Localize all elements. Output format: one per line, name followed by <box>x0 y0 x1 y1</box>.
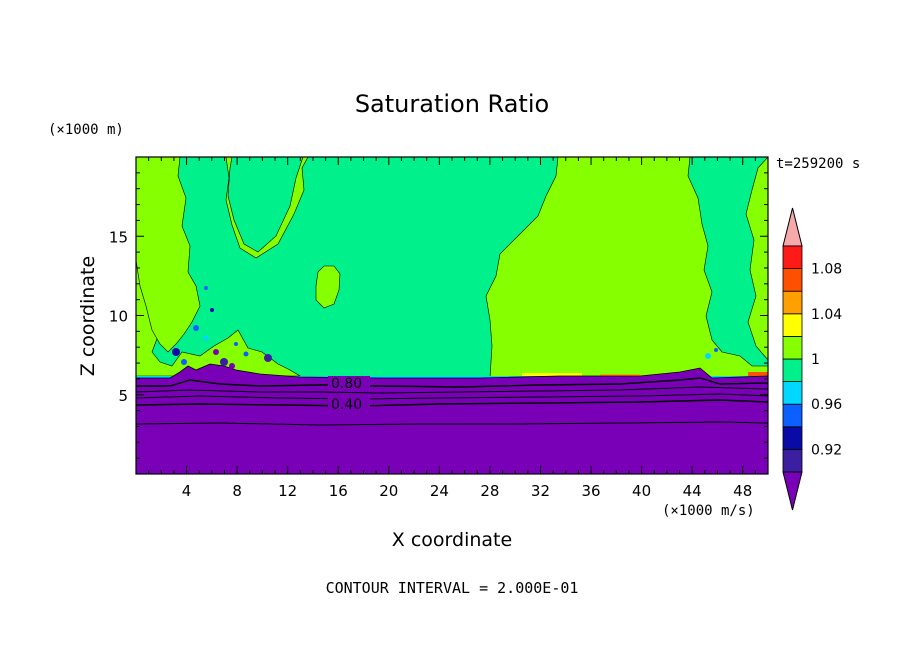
x-tick-label: 12 <box>278 482 297 500</box>
time-label: t=259200 s <box>776 156 860 172</box>
x-tick-label: 28 <box>480 482 499 500</box>
y-unit-label: (×1000 m) <box>48 122 124 138</box>
field-supersat-strip-red <box>748 372 768 376</box>
colorbar-cell <box>782 448 803 473</box>
x-tick-label: 20 <box>379 482 398 500</box>
contour-line-3 <box>136 421 768 426</box>
field-supersaturated-left <box>136 157 309 259</box>
y-axis-ticks: 5 10 15 <box>109 172 768 459</box>
colorbar: 0.92 0.96 1 1.04 1.08 <box>782 207 842 511</box>
y-tick-label: 15 <box>109 228 128 246</box>
contour-labels: 0.80 0.40 <box>328 376 370 413</box>
chart-title: Saturation Ratio <box>355 90 549 118</box>
field-supersat-strip-yellow <box>522 373 582 376</box>
convective-specks <box>172 286 718 369</box>
contour-label-040: 0.40 <box>331 397 362 413</box>
y-tick-label: 5 <box>118 387 128 405</box>
colorbar-label: 0.92 <box>811 442 842 458</box>
colorbar-cell <box>782 313 803 337</box>
colorbar-cell <box>782 268 803 292</box>
x-axis-ticks: 4 8 12 16 20 24 28 32 36 40 44 48 <box>148 157 756 500</box>
x-tick-label: 48 <box>733 482 752 500</box>
contour-line-1 <box>136 377 768 388</box>
contour-line-040 <box>136 399 768 407</box>
colorbar-cell <box>782 426 803 450</box>
x-tick-label: 16 <box>329 482 348 500</box>
field-supersaturated-right-edge <box>745 157 768 361</box>
colorbar-label: 0.96 <box>811 397 842 413</box>
contour-lines <box>136 377 768 426</box>
x-unit-label: (×1000 m/s) <box>662 503 755 519</box>
colorbar-cell <box>782 245 803 270</box>
x-tick-label: 32 <box>531 482 550 500</box>
x-tick-label: 40 <box>632 482 651 500</box>
colorbar-cell <box>782 358 803 383</box>
colorbar-cell <box>782 290 803 315</box>
x-tick-label: 8 <box>232 482 242 500</box>
field-cyan-edge <box>136 376 768 379</box>
y-tick-label: 10 <box>109 308 128 326</box>
contour-line-2 <box>136 393 768 400</box>
colorbar-cell <box>782 471 803 511</box>
field-supersaturated-left-edge <box>136 157 201 353</box>
x-tick-label: 44 <box>683 482 702 500</box>
field-supersaturated-right <box>485 157 768 379</box>
contour-label-080: 0.80 <box>331 376 362 392</box>
colorbar-label: 1.08 <box>811 262 842 278</box>
field-blob <box>315 265 341 309</box>
x-tick-label: 24 <box>430 482 449 500</box>
plot-area <box>136 157 768 474</box>
y-axis-label: Z coordinate <box>77 256 99 376</box>
contour-interval-footer: CONTOUR INTERVAL = 2.000E-01 <box>326 579 579 597</box>
field-supersat-strip-orange <box>600 374 640 377</box>
colorbar-label: 1.04 <box>811 307 842 323</box>
x-axis-label: X coordinate <box>392 529 512 551</box>
x-tick-label: 36 <box>581 482 600 500</box>
colorbar-cell <box>782 403 803 428</box>
contour-line-080 <box>136 386 768 394</box>
colorbar-cell <box>782 207 803 247</box>
colorbar-label: 1 <box>811 352 820 368</box>
x-tick-label: 4 <box>182 482 192 500</box>
colorbar-cell <box>782 335 803 360</box>
colorbar-cell <box>782 381 803 405</box>
